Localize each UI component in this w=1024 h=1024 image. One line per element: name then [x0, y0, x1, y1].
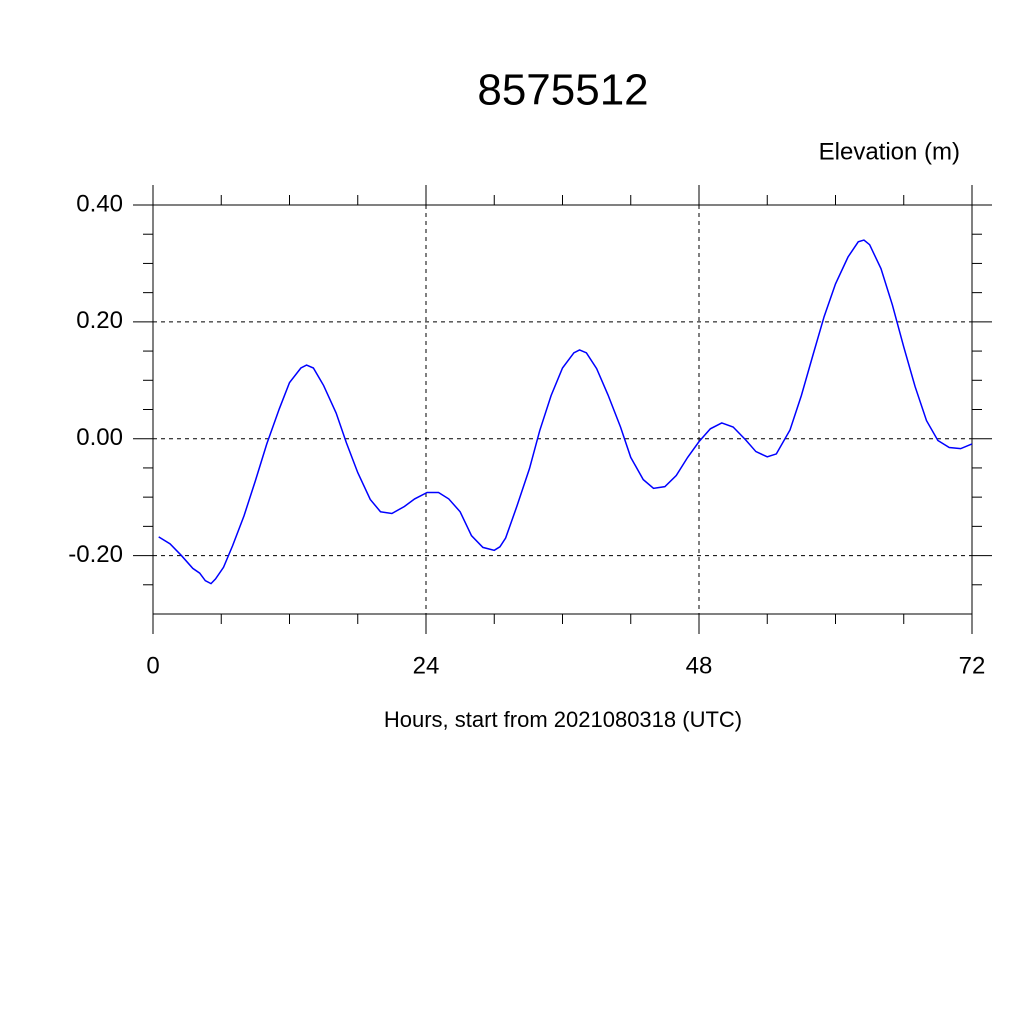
x-tick-label: 72 [959, 652, 986, 679]
x-tick-label: 24 [413, 652, 440, 679]
y-tick-label: 0.00 [76, 424, 123, 451]
x-axis-label: Hours, start from 2021080318 (UTC) [384, 707, 742, 732]
x-tick-label: 0 [146, 652, 159, 679]
chart-title: 8575512 [477, 66, 648, 115]
x-tick-label: 48 [686, 652, 713, 679]
y-tick-label: 0.20 [76, 307, 123, 334]
y-tick-label: -0.20 [68, 541, 123, 568]
data-line [158, 239, 973, 585]
y-tick-label: 0.40 [76, 190, 123, 217]
y-axis-label: Elevation (m) [819, 138, 960, 165]
